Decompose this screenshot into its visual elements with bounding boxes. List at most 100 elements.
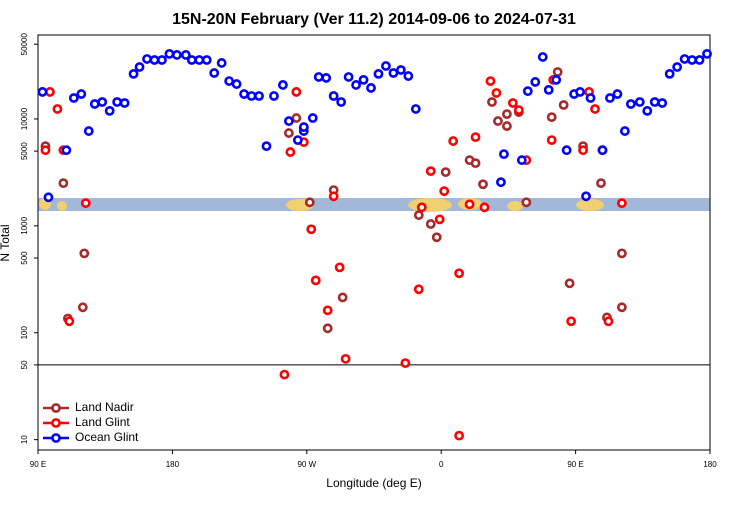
point: [298, 122, 309, 132]
point: [530, 77, 541, 87]
point: [58, 178, 69, 189]
point: [269, 91, 279, 101]
point: [464, 199, 475, 210]
point: [564, 278, 575, 289]
point: [470, 158, 481, 169]
point: [149, 55, 160, 65]
point: [672, 62, 683, 72]
point: [502, 121, 512, 131]
point: [337, 292, 348, 303]
point: [493, 116, 503, 126]
point: [328, 91, 339, 101]
point: [334, 262, 345, 273]
point: [496, 177, 506, 188]
point: [313, 72, 324, 82]
y-axis-label: N Total: [0, 224, 12, 261]
point: [231, 79, 242, 89]
point: [40, 145, 51, 156]
point: [322, 323, 333, 334]
point: [479, 202, 490, 213]
point: [134, 62, 145, 72]
point: [186, 55, 197, 65]
point: [209, 68, 220, 78]
legend-marker: [51, 403, 61, 413]
point: [322, 305, 333, 316]
y-tick-label: 1000: [20, 216, 29, 234]
point: [487, 97, 497, 107]
point: [279, 369, 290, 380]
point: [605, 93, 615, 103]
point: [336, 97, 347, 107]
point: [310, 275, 321, 286]
point: [664, 68, 675, 79]
point: [410, 104, 421, 114]
point: [79, 248, 90, 259]
point: [566, 316, 577, 327]
y-tick-label: 500: [20, 251, 29, 265]
legend-marker: [51, 418, 61, 428]
point: [616, 248, 627, 259]
point: [291, 113, 302, 123]
point: [499, 149, 509, 160]
point: [585, 93, 596, 103]
y-tick-label: 50000: [20, 33, 29, 56]
x-tick-label: 90 E: [567, 460, 583, 469]
legend-marker: [51, 433, 61, 443]
point: [171, 50, 182, 60]
point: [43, 192, 54, 203]
point: [439, 186, 450, 197]
point: [596, 178, 606, 189]
point: [64, 316, 75, 327]
y-tick-label: 5000: [20, 142, 29, 160]
point: [343, 72, 354, 82]
point: [516, 155, 527, 166]
point: [612, 89, 623, 99]
point: [578, 145, 588, 156]
x-tick-label: 180: [166, 460, 180, 469]
y-tick-label: 10: [20, 435, 29, 444]
point: [201, 55, 212, 65]
point: [575, 87, 585, 97]
point: [597, 145, 608, 156]
point: [478, 179, 488, 190]
point: [97, 97, 108, 107]
point: [119, 98, 130, 108]
point: [77, 302, 88, 313]
point: [454, 430, 465, 441]
point: [321, 73, 332, 83]
point: [590, 104, 600, 114]
point: [543, 84, 554, 95]
point: [194, 55, 205, 65]
point: [278, 80, 288, 90]
point: [340, 353, 351, 364]
point: [128, 68, 139, 79]
point: [581, 191, 591, 202]
x-tick-label: 90 W: [297, 460, 316, 469]
point: [403, 71, 414, 81]
x-tick-label: 90 E: [30, 460, 46, 469]
point: [434, 214, 445, 225]
point: [283, 116, 294, 126]
point: [157, 55, 167, 65]
point: [522, 86, 533, 97]
point: [454, 268, 465, 279]
point: [616, 198, 627, 209]
point: [491, 88, 502, 98]
point: [351, 80, 361, 90]
point: [89, 99, 100, 109]
point: [358, 74, 369, 85]
point: [80, 198, 91, 209]
point: [546, 135, 557, 146]
point: [61, 145, 72, 156]
point: [470, 132, 481, 143]
point: [679, 54, 690, 64]
y-tick-label: 10000: [20, 107, 29, 130]
point: [440, 167, 451, 178]
y-tick-label: 100: [20, 326, 29, 340]
legend-label: Ocean Glint: [75, 430, 139, 444]
map-strip: [38, 198, 710, 212]
point: [68, 93, 79, 103]
point: [246, 91, 257, 101]
point: [694, 55, 705, 65]
point: [425, 219, 436, 229]
